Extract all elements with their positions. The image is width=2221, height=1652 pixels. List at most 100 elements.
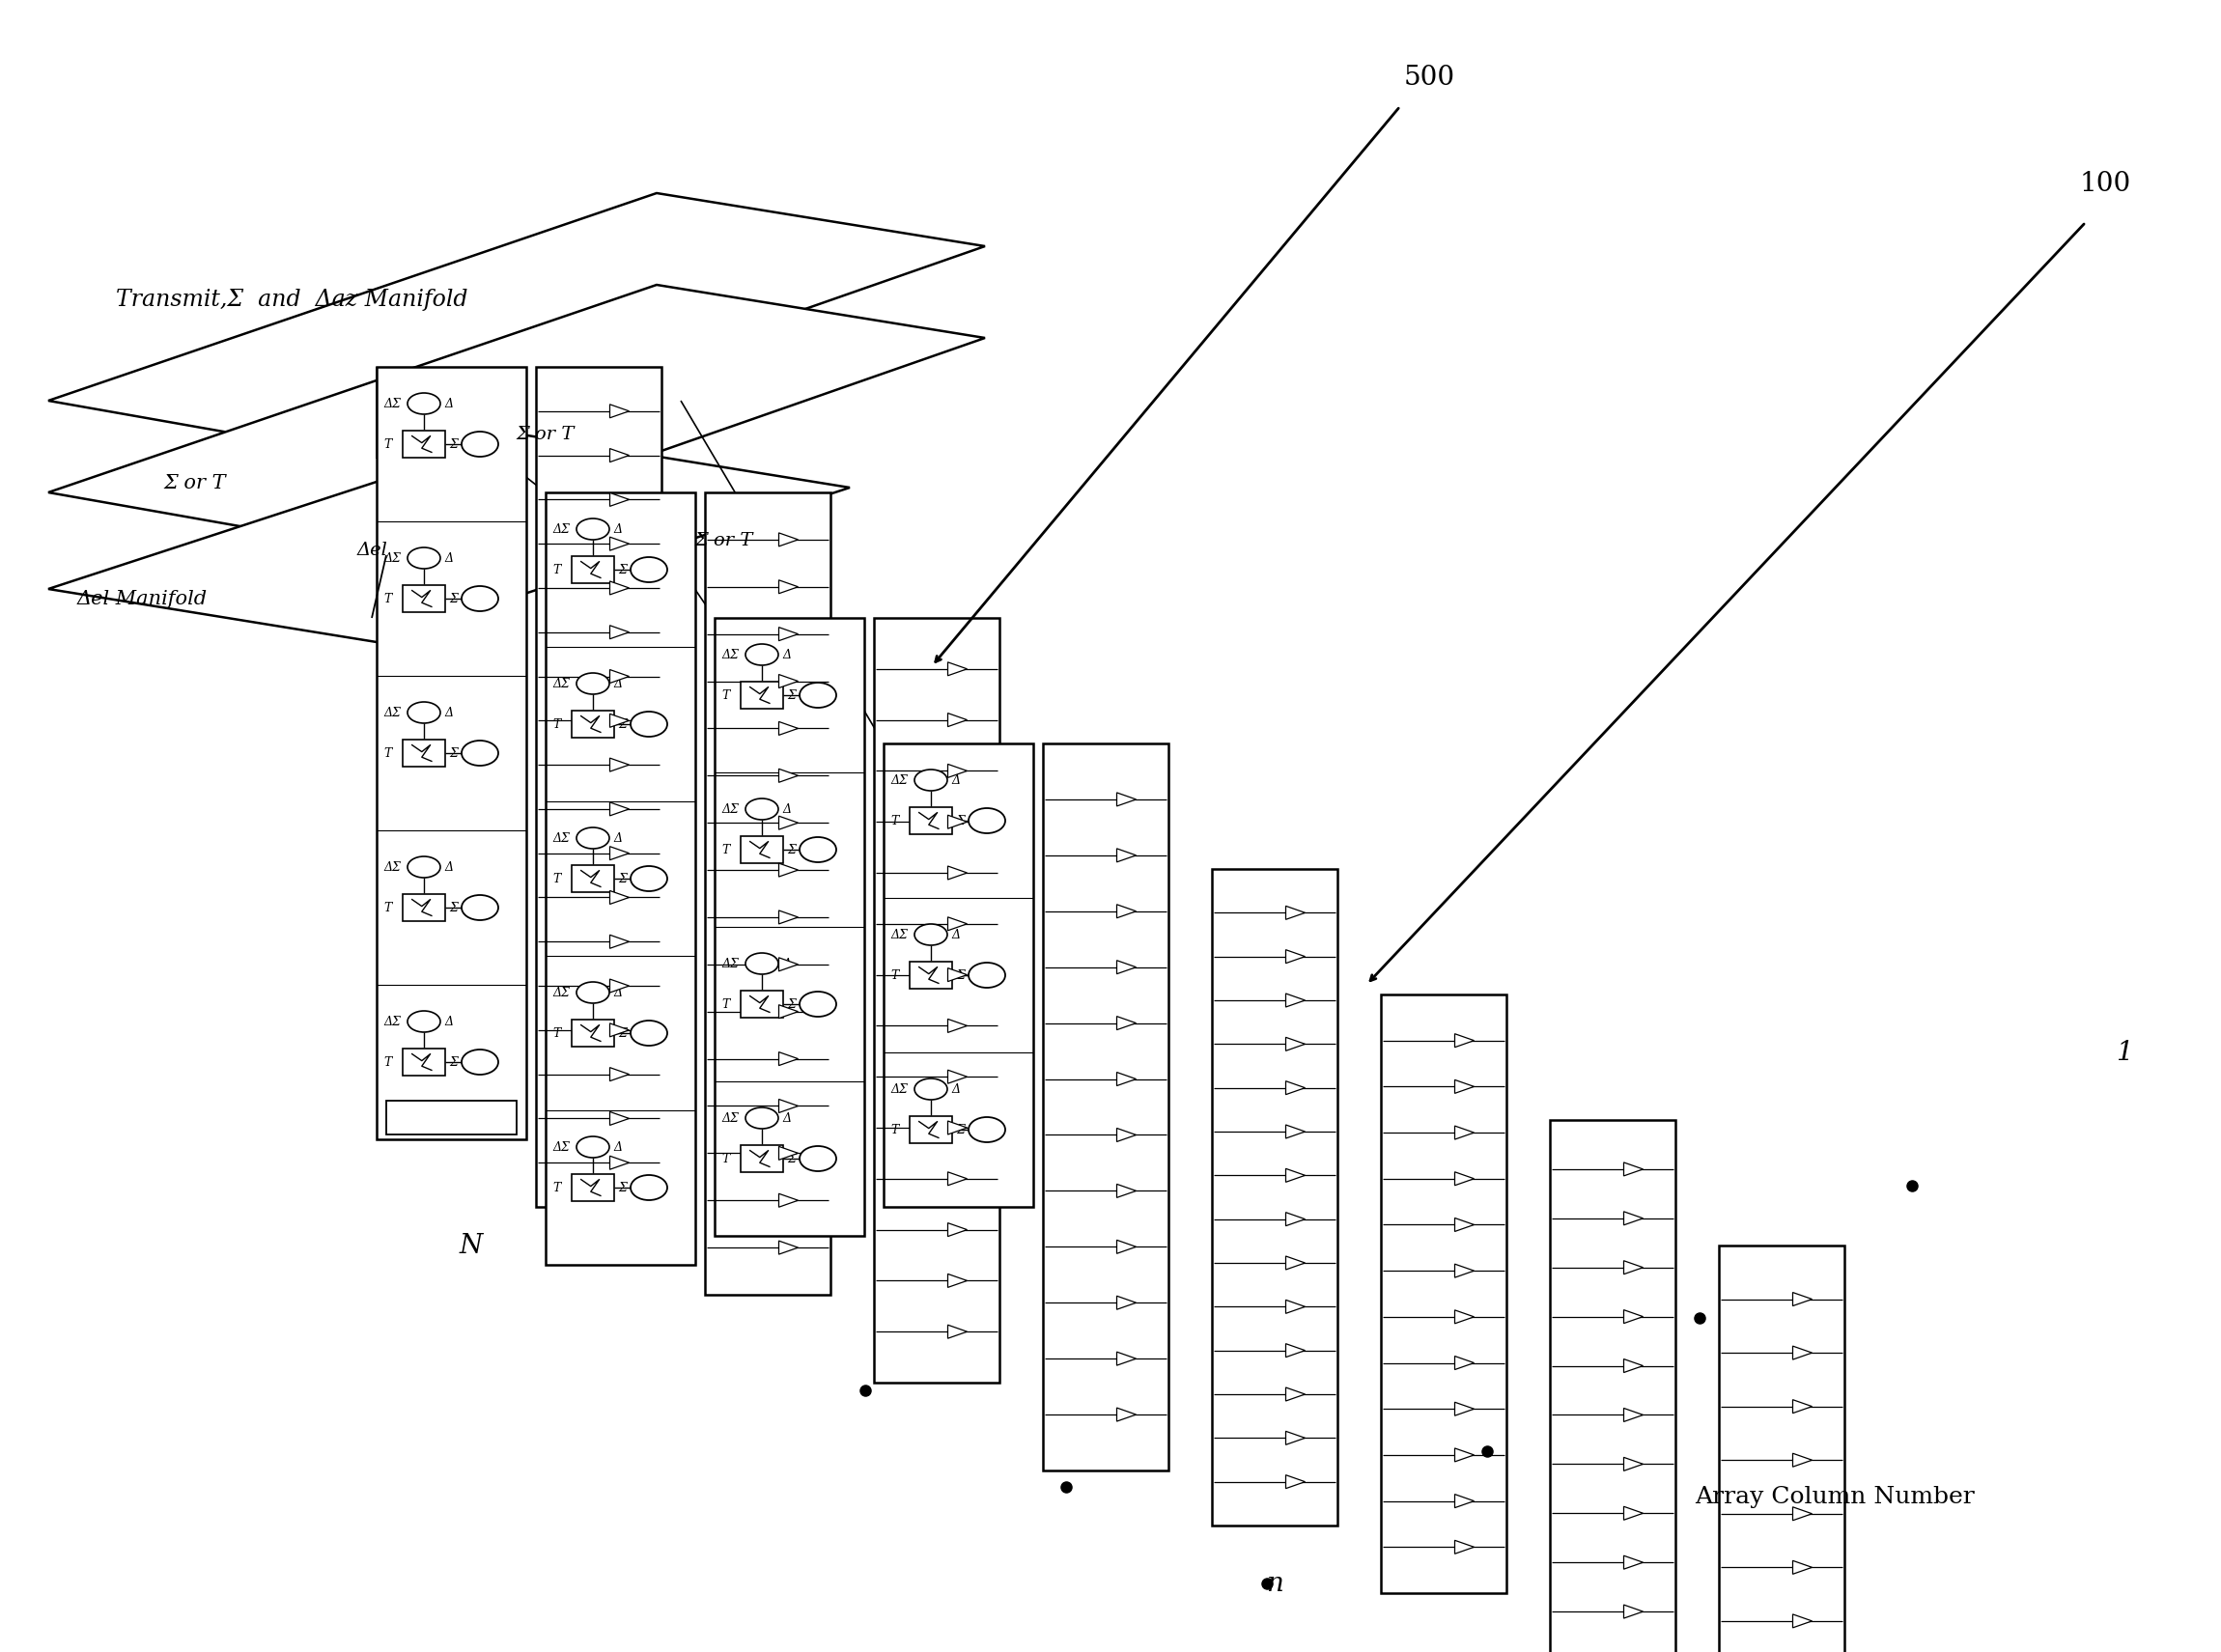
Polygon shape	[1624, 1310, 1644, 1323]
Polygon shape	[780, 1194, 797, 1208]
Bar	[911, 808, 953, 834]
Ellipse shape	[577, 672, 609, 694]
Ellipse shape	[406, 393, 440, 415]
Polygon shape	[611, 890, 629, 904]
Bar	[884, 743, 1033, 1208]
Ellipse shape	[746, 644, 777, 666]
Ellipse shape	[462, 586, 498, 611]
Polygon shape	[948, 1222, 966, 1236]
Polygon shape	[1455, 1356, 1475, 1370]
Text: Σ: Σ	[786, 689, 795, 702]
Ellipse shape	[577, 519, 609, 540]
Bar	[873, 618, 999, 1383]
Polygon shape	[948, 1122, 966, 1135]
Ellipse shape	[968, 808, 1006, 833]
Bar	[402, 740, 444, 767]
Polygon shape	[1286, 1431, 1306, 1446]
Polygon shape	[1792, 1399, 1812, 1412]
Bar	[911, 961, 953, 988]
Bar	[1381, 995, 1506, 1593]
Bar	[1213, 869, 1337, 1525]
Text: 1: 1	[2117, 1039, 2132, 1066]
Text: Δ: Δ	[444, 1016, 453, 1028]
Ellipse shape	[462, 1049, 498, 1074]
Bar	[402, 585, 444, 613]
Text: T: T	[384, 1056, 391, 1069]
Polygon shape	[780, 958, 797, 971]
Ellipse shape	[915, 1079, 948, 1100]
Text: Δ: Δ	[613, 833, 622, 844]
Polygon shape	[611, 803, 629, 816]
Ellipse shape	[968, 1117, 1006, 1142]
Polygon shape	[948, 1171, 966, 1186]
Text: Σ: Σ	[449, 1056, 458, 1069]
Text: Δ: Δ	[782, 648, 791, 661]
Polygon shape	[780, 864, 797, 877]
Text: T: T	[553, 872, 560, 885]
Polygon shape	[780, 768, 797, 783]
Text: Δ: Δ	[613, 1142, 622, 1153]
Polygon shape	[948, 866, 966, 879]
Bar	[402, 1049, 444, 1075]
Polygon shape	[1286, 1125, 1306, 1138]
Polygon shape	[611, 980, 629, 993]
Bar	[1550, 1120, 1675, 1652]
Polygon shape	[948, 765, 966, 778]
Polygon shape	[49, 284, 984, 550]
Polygon shape	[1117, 793, 1137, 806]
Text: T: T	[722, 998, 728, 1011]
Ellipse shape	[462, 431, 498, 456]
Text: ΔΣ: ΔΣ	[553, 986, 569, 999]
Ellipse shape	[631, 1175, 666, 1199]
Text: Δ: Δ	[951, 1082, 959, 1095]
Polygon shape	[1455, 1540, 1475, 1555]
Polygon shape	[1624, 1507, 1644, 1520]
Polygon shape	[1792, 1561, 1812, 1574]
Polygon shape	[1624, 1163, 1644, 1176]
Text: Σ or T: Σ or T	[695, 532, 753, 550]
Polygon shape	[948, 662, 966, 676]
Polygon shape	[1117, 1241, 1137, 1254]
Text: Δ: Δ	[444, 398, 453, 410]
Polygon shape	[780, 534, 797, 547]
Polygon shape	[611, 846, 629, 861]
Polygon shape	[1286, 1343, 1306, 1358]
Text: T: T	[384, 438, 391, 451]
Text: Σ: Σ	[617, 563, 626, 577]
Text: Δ: Δ	[613, 677, 622, 691]
Ellipse shape	[800, 838, 837, 862]
Text: ΔΣ: ΔΣ	[891, 773, 908, 786]
Polygon shape	[1624, 1604, 1644, 1619]
Text: Σ: Σ	[955, 968, 964, 981]
Polygon shape	[780, 628, 797, 641]
Ellipse shape	[631, 866, 666, 890]
Polygon shape	[1286, 1080, 1306, 1095]
Ellipse shape	[462, 740, 498, 765]
Text: Σ: Σ	[955, 1123, 964, 1137]
Text: Δel: Δel	[358, 542, 389, 558]
Polygon shape	[1624, 1457, 1644, 1470]
Text: ΔΣ: ΔΣ	[384, 398, 400, 410]
Bar	[386, 1100, 517, 1135]
Text: T: T	[891, 968, 900, 981]
Text: Transmit,Σ  and  Δaz Manifold: Transmit,Σ and Δaz Manifold	[115, 287, 469, 311]
Polygon shape	[780, 1004, 797, 1018]
Polygon shape	[1455, 1171, 1475, 1186]
Polygon shape	[1286, 950, 1306, 963]
Text: ΔΣ: ΔΣ	[553, 1142, 569, 1153]
Text: T: T	[722, 1153, 728, 1165]
Bar	[704, 492, 831, 1295]
Text: Δ: Δ	[444, 707, 453, 719]
Text: Σ: Σ	[617, 1028, 626, 1039]
Polygon shape	[1792, 1346, 1812, 1360]
Ellipse shape	[462, 895, 498, 920]
Text: T: T	[553, 719, 560, 730]
Polygon shape	[948, 917, 966, 930]
Polygon shape	[948, 1019, 966, 1032]
Bar	[571, 1019, 615, 1047]
Text: ΔΣ: ΔΣ	[722, 648, 740, 661]
Ellipse shape	[406, 1011, 440, 1032]
Polygon shape	[1286, 1388, 1306, 1401]
Polygon shape	[611, 626, 629, 639]
Polygon shape	[1286, 905, 1306, 920]
